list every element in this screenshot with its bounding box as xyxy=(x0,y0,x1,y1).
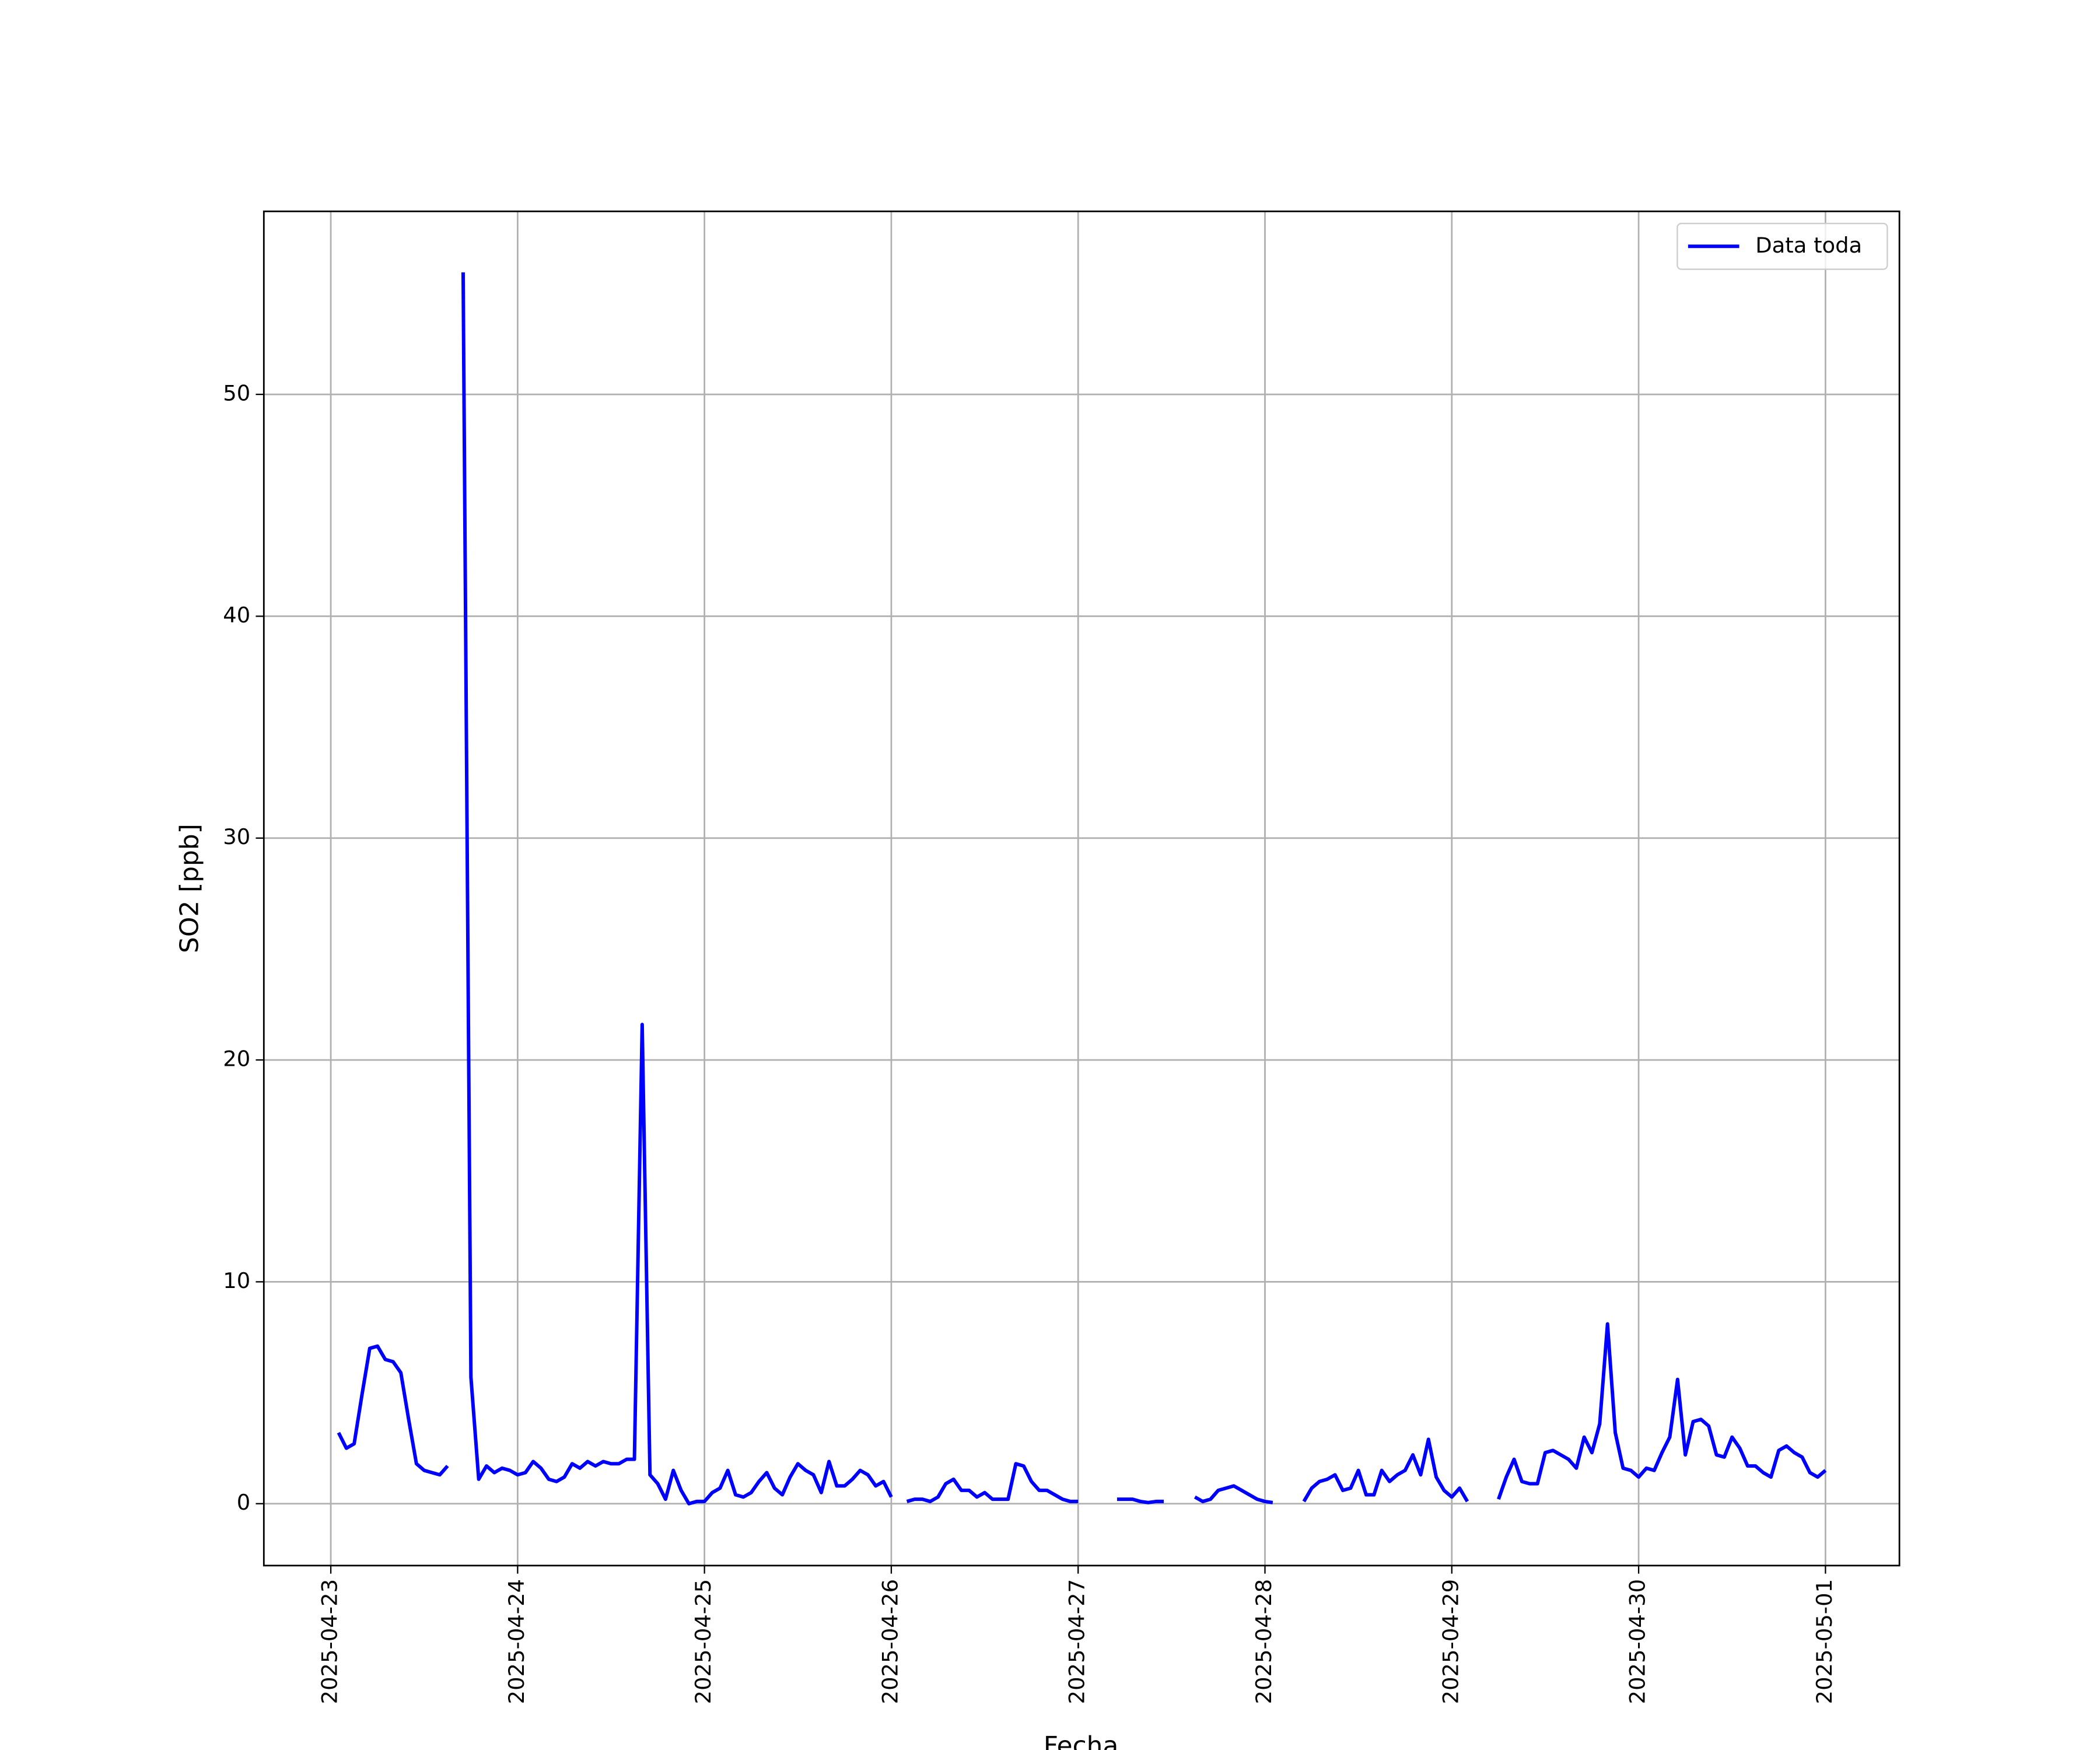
y-tick-label: 50 xyxy=(223,381,250,406)
y-tick-label: 10 xyxy=(223,1268,250,1293)
legend-frame xyxy=(1676,222,1888,270)
y-tick-label: 30 xyxy=(223,824,250,849)
x-tick-label: 2025-04-28 xyxy=(1251,1579,1276,1704)
x-tick-label: 2025-05-01 xyxy=(1812,1579,1837,1704)
y-axis-label: SO2 [ppb] xyxy=(175,824,205,953)
x-axis-label: Fecha xyxy=(1044,1731,1119,1750)
x-tick-label: 2025-04-25 xyxy=(691,1579,716,1704)
plot-frame xyxy=(262,210,1901,1567)
x-tick-label: 2025-04-24 xyxy=(504,1579,529,1704)
legend-label: Data toda xyxy=(1755,233,1862,258)
x-tick-label: 2025-04-29 xyxy=(1438,1579,1463,1704)
x-tick-label: 2025-04-30 xyxy=(1625,1579,1650,1704)
legend: Data toda xyxy=(1676,222,1888,270)
y-tick-label: 40 xyxy=(223,603,250,628)
x-tick-label: 2025-04-23 xyxy=(317,1579,342,1704)
x-tick-label: 2025-04-26 xyxy=(877,1579,902,1704)
data-line xyxy=(337,272,1827,1506)
x-tick-label: 2025-04-27 xyxy=(1065,1579,1090,1704)
y-tick-label: 20 xyxy=(223,1046,250,1072)
y-tick-label: 0 xyxy=(237,1490,250,1515)
